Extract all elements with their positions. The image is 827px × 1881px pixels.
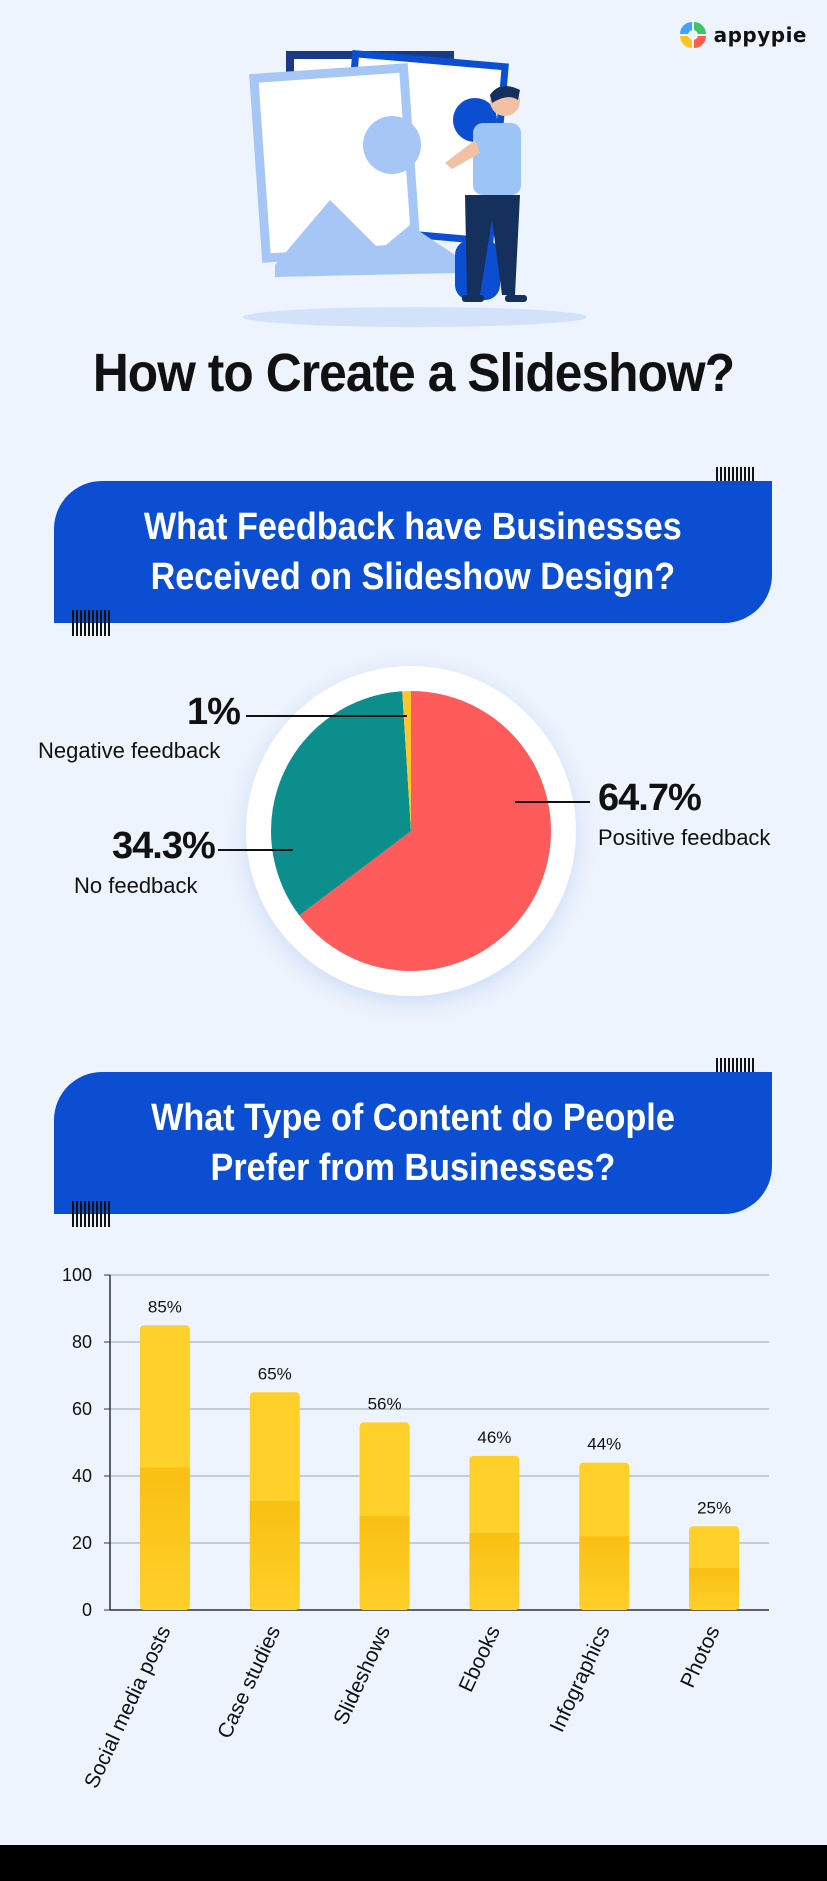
x-category-label: Photos	[676, 1622, 724, 1691]
feedback-pie-chart	[218, 666, 590, 996]
negative-label-text: Negative feedback	[38, 738, 221, 763]
content-section-banner: What Type of Content do People Prefer fr…	[54, 1072, 772, 1214]
y-tick-label: 40	[72, 1466, 92, 1486]
footer-bar	[0, 1845, 827, 1881]
pie-slice-positive	[299, 691, 551, 971]
y-tick-label: 100	[62, 1265, 92, 1285]
x-category-label: Slideshows	[329, 1622, 395, 1728]
appypie-logo: appypie	[678, 20, 807, 50]
bar-value-label: 44%	[587, 1435, 621, 1454]
none-label-value: 34.3%	[112, 825, 216, 867]
bar-shade	[469, 1532, 520, 1610]
feedback-section-heading: What Feedback have Businesses Received o…	[144, 506, 682, 598]
x-category-label: Infographics	[546, 1622, 615, 1735]
positive-label-value: 64.7%	[598, 777, 702, 819]
bar-value-label: 56%	[368, 1394, 402, 1413]
x-category-label: Social media posts	[80, 1622, 175, 1791]
page-title: How to Create a Slideshow?	[92, 343, 735, 403]
barcode-decoration	[72, 610, 110, 636]
pie-slice-none	[271, 691, 411, 916]
bar-shade	[689, 1568, 740, 1610]
slideshow-illustration	[243, 49, 587, 327]
bar-shade	[249, 1501, 300, 1610]
x-category-label: Ebooks	[455, 1622, 505, 1695]
positive-label-text: Positive feedback	[598, 825, 771, 850]
bar-value-label: 85%	[148, 1297, 182, 1316]
content-bar-chart: 0 20 40 60 80 100 85% 65% 56% 46% 44% 25% Social m…	[62, 1265, 769, 1792]
none-label-text: No feedback	[74, 873, 198, 898]
y-tick-label: 20	[72, 1533, 92, 1553]
bar-shade	[359, 1516, 410, 1610]
bar-value-label: 25%	[697, 1498, 731, 1517]
y-tick-label: 80	[72, 1332, 92, 1352]
feedback-section-banner: What Feedback have Businesses Received o…	[54, 481, 772, 623]
bar-shade	[139, 1467, 190, 1610]
x-category-label: Case studies	[213, 1622, 285, 1742]
y-tick-label: 0	[82, 1600, 92, 1620]
negative-label-value: 1%	[187, 691, 241, 733]
bar-shade	[579, 1536, 630, 1610]
pie-slice-negative	[402, 691, 411, 831]
barcode-decoration	[72, 1201, 110, 1227]
appypie-logo-icon	[679, 22, 706, 48]
brand-name: appypie	[713, 23, 807, 47]
bar-value-label: 65%	[258, 1364, 292, 1383]
content-section-heading: What Type of Content do People Prefer fr…	[151, 1097, 675, 1189]
bar-value-label: 46%	[477, 1428, 511, 1447]
y-tick-label: 60	[72, 1399, 92, 1419]
